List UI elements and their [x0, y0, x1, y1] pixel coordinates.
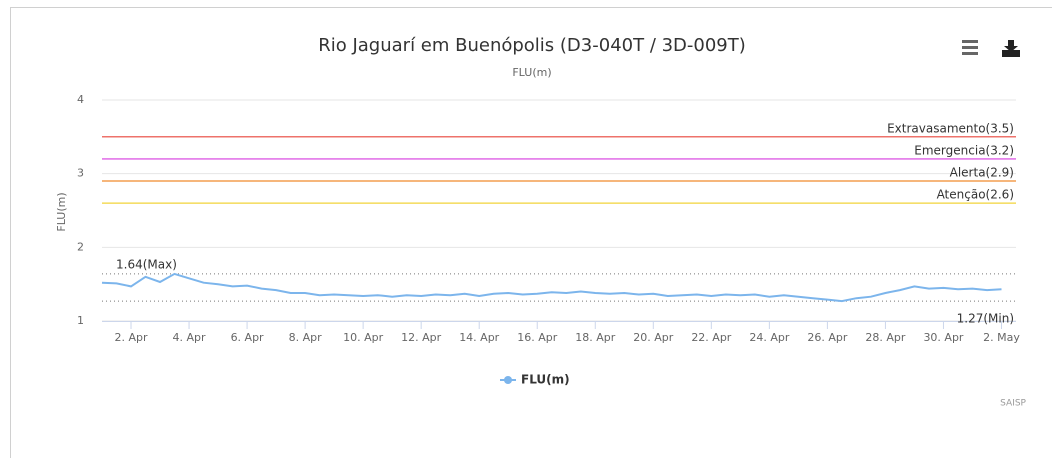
min-line-label: 1.27(Min): [957, 312, 1014, 326]
y-tick-label: 2: [77, 240, 84, 253]
x-tick-label: 30. Apr: [923, 331, 963, 344]
threshold-label: Alerta(2.9): [950, 166, 1014, 180]
frame: [10, 7, 1052, 458]
x-tick-label: 2. Apr: [115, 331, 148, 344]
x-tick-label: 12. Apr: [401, 331, 441, 344]
x-tick-label: 6. Apr: [231, 331, 264, 344]
y-tick-label: 3: [77, 167, 84, 180]
x-tick-label: 26. Apr: [807, 331, 847, 344]
data-line: [101, 272, 1002, 303]
threshold-label: Emergencia(3.2): [914, 143, 1014, 157]
max-line-label: 1.64(Max): [116, 257, 177, 271]
x-tick-label: 16. Apr: [517, 331, 557, 344]
x-tick-label: 24. Apr: [749, 331, 789, 344]
x-tick-label: 4. Apr: [173, 331, 206, 344]
legend-symbol-marker: [504, 376, 512, 384]
x-tick-label: 14. Apr: [459, 331, 499, 344]
download-button[interactable]: [1002, 40, 1020, 57]
y-axis-title: FLU(m): [55, 192, 68, 231]
credits: SAISP: [1000, 399, 1026, 409]
chart-subtitle: FLU(m): [512, 66, 551, 79]
x-tick-label: 10. Apr: [343, 331, 383, 344]
x-tick-label: 8. Apr: [289, 331, 322, 344]
legend-label: FLU(m): [521, 373, 570, 387]
x-tick-label: 20. Apr: [633, 331, 673, 344]
x-tick-label: 2. May: [983, 331, 1020, 344]
threshold-label: Atenção(2.6): [937, 188, 1014, 202]
y-tick-label: 1: [77, 314, 84, 327]
menu-button[interactable]: [962, 40, 978, 55]
y-tick-label: 4: [77, 93, 84, 106]
x-tick-label: 28. Apr: [865, 331, 905, 344]
threshold-label: Extravasamento(3.5): [887, 121, 1014, 135]
x-tick-label: 22. Apr: [691, 331, 731, 344]
chart-title: Rio Jaguarí em Buenópolis (D3-040T / 3D-…: [318, 35, 746, 56]
x-tick-label: 18. Apr: [575, 331, 615, 344]
